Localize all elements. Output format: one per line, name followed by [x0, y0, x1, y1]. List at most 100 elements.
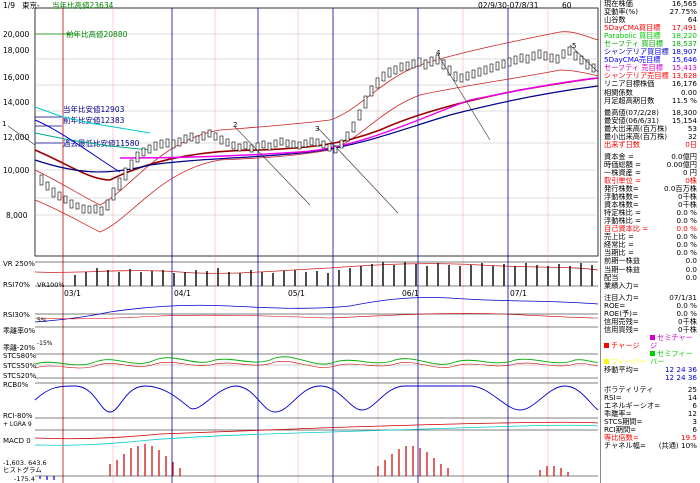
- y-tick-12000: 12,000: [3, 133, 29, 142]
- y-tick-10000: 10,000: [3, 166, 29, 175]
- support-lines: [34, 106, 151, 151]
- info-row-value: 18,300: [671, 108, 697, 117]
- chart-header: 1/9 東京- 当年比高値23634 02/9/30-07/8/31 60: [3, 0, 572, 10]
- x-tick-0701: 07/1: [510, 289, 527, 298]
- info-row: 自己資本比 = 0.0 %: [601, 225, 700, 233]
- y-tick-8000: 8,000: [6, 211, 28, 220]
- info-row-value: 16,565: [671, 0, 697, 8]
- deviation-label: 乖離率0%: [3, 326, 35, 335]
- moving-average-values-2: 12 24 36: [664, 374, 697, 383]
- info-row: 信用買残= 0千株: [601, 326, 700, 334]
- info-row-value: 11.5 %: [671, 96, 697, 105]
- info-row: RCI期間= 6: [601, 426, 700, 434]
- info-row: チャネル幅= (共通) 10%: [601, 442, 700, 450]
- stochastics-panel: STCS80% STCS50% STCS20%: [3, 352, 599, 380]
- info-row: 浮動株数= 0千株: [601, 193, 700, 201]
- info-row-label: 最小出来高(百万株): [604, 132, 668, 141]
- info-row-label: 時価総額 =: [604, 160, 642, 169]
- info-row-label: 乖離率=: [604, 410, 632, 419]
- info-row-label: 発行株数=: [604, 185, 639, 194]
- vr-label: VR 250%: [3, 260, 35, 268]
- info-row-label: リニア目標株価: [604, 80, 655, 89]
- info-row-label: 5DayCMA買目標: [604, 24, 661, 33]
- info-row-value: 0.0 %: [676, 249, 697, 258]
- info-row-label: 等比倍数=: [604, 434, 639, 443]
- deviation-neg-label: 乖離-20%: [3, 343, 35, 352]
- wave-label-2: 2: [233, 121, 237, 129]
- info-row-value: 0.0百万株: [664, 185, 697, 194]
- info-row-label: 浮動株数=: [604, 193, 639, 202]
- info-row-label: 一株資産 =: [604, 168, 642, 177]
- info-row: エネルギーシオ= 6: [601, 402, 700, 410]
- y-tick-14000: 14,000: [3, 98, 29, 107]
- info-row: 現在株価 16,565: [601, 0, 700, 8]
- info-row-value: 0.00億円: [666, 160, 697, 169]
- info-row-label: 山谷数: [604, 16, 626, 25]
- info-row-label: 変動率(%): [604, 8, 639, 17]
- info-side-panel: 現在株価 16,565 変動率(%) 27.75% 山谷数 64 5DayCMA買目標 17,…: [600, 0, 700, 483]
- legend-swatch: [650, 334, 655, 340]
- range-stats-section: 最高値(07/2/28) 18,300 最安値(06/6/31) 15,154 最大出来…: [601, 109, 700, 149]
- info-row-label: RCI期間=: [604, 426, 637, 435]
- info-row-label: チャネル幅=: [604, 442, 646, 451]
- info-row-value: 18,907: [671, 48, 697, 57]
- info-row-label: 最大出来高(百万株): [604, 124, 668, 133]
- histogram-panel: ヒストグラム -175.4: [3, 444, 598, 483]
- info-row: 発行株数= 0.0百万株: [601, 185, 700, 193]
- prev-year-high: 当年比高値23634: [52, 0, 114, 10]
- chart-background: [0, 0, 600, 483]
- info-row: 取引単位 = 0株: [601, 177, 700, 185]
- x-tick-0501: 05/1: [288, 289, 305, 298]
- rcb-label: RCB0%: [3, 381, 29, 389]
- info-row: 変動率(%) 27.75%: [601, 8, 700, 16]
- info-row-value: 0.0: [685, 265, 697, 274]
- info-row-value: 27.75%: [669, 8, 697, 17]
- info-row-label: シャンデリア売目標: [604, 72, 669, 81]
- info-row: 最高値(07/2/28) 18,300: [601, 109, 700, 117]
- month-dividers-thin: [112, 8, 549, 483]
- level-annotations: 前年比高値20880 当年比安値12903 前年比安値12383 過去最低比安値…: [35, 29, 140, 148]
- info-row-value: 25: [687, 386, 697, 395]
- info-row-value: 0.0: [685, 257, 697, 266]
- info-row-label: 経常比 =: [604, 241, 634, 250]
- info-row-value: 19.5: [680, 434, 697, 443]
- info-row-label: 最高値(07/2/28): [604, 108, 659, 117]
- info-row-label: ROE=: [604, 301, 626, 310]
- info-row-value: 6: [692, 402, 697, 411]
- stcs80-label: STCS80%: [3, 352, 37, 360]
- info-row-value: 0.0 %: [676, 241, 697, 250]
- info-row-value: 53: [687, 124, 697, 133]
- bar-count: 60: [562, 1, 572, 10]
- info-row-value: 0株: [685, 176, 697, 185]
- y-tick-16000: 16,000: [3, 73, 29, 82]
- y-tick-18000: 18,000: [3, 46, 29, 55]
- annotation-curr-year-low: 当年比安値12903: [63, 104, 125, 114]
- info-row: 出来ず日数 0日: [601, 141, 700, 149]
- deviation-level: -15%: [37, 340, 53, 347]
- info-row-value: 07/1/31: [669, 293, 697, 302]
- info-row: 前期一株益 0.0: [601, 257, 700, 265]
- info-row: ボラティリティ 25: [601, 386, 700, 394]
- info-row-label: 業績入力=: [604, 281, 639, 290]
- annotation-historic-low: 過去最低比安値11580: [63, 138, 140, 148]
- margin-section: 注目入力= 07/1/31 ROE= 0.0 % ROE(予)= 0.0 % 信用売残= 0千…: [601, 294, 700, 334]
- info-row: 乖離率= 12: [601, 410, 700, 418]
- moving-average-values: 12 24 36: [664, 366, 697, 375]
- wave-label-3: 3: [315, 125, 319, 133]
- info-row-label: 最安値(06/6/31): [604, 116, 659, 125]
- info-row-value: 15,646: [671, 56, 697, 65]
- wave-label-4: 4: [436, 49, 441, 57]
- info-row: 業績入力=: [601, 282, 700, 290]
- info-row-value: 0.0 %: [676, 309, 697, 318]
- info-row: 月足超高期日数 11.5 %: [601, 97, 700, 105]
- info-row: リニア目標株価 16,176: [601, 80, 700, 88]
- vr-tag: VR100%: [37, 281, 65, 289]
- info-row-value: 0.0 %: [676, 225, 697, 234]
- stock-chart-area[interactable]: 20,000 18,000 16,000 14,000 12,000 10,00…: [0, 0, 600, 483]
- info-row-label: 特定株比 =: [604, 209, 642, 218]
- info-row: 経常比 = 0.0 %: [601, 241, 700, 249]
- info-row-value: 64: [687, 16, 697, 25]
- info-row: 資本金 = 0.0億円: [601, 153, 700, 161]
- legend-swatch: [604, 342, 609, 348]
- price-grid: [35, 33, 598, 216]
